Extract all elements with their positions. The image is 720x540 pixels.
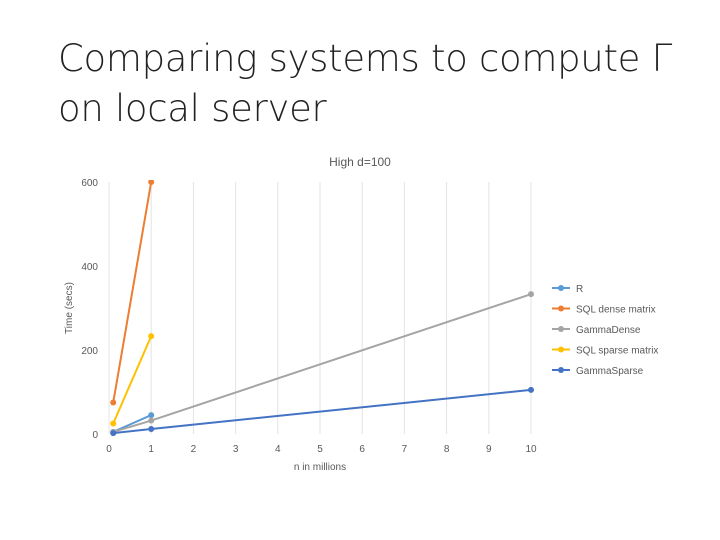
data-point-sql-sparse-matrix	[148, 333, 155, 340]
legend-marker-gammadense	[558, 326, 564, 332]
legend-label-r: R	[576, 284, 583, 295]
x-axis-label: n in millions	[294, 462, 346, 473]
x-tick-label: 5	[317, 444, 323, 455]
y-axis-label: Time (secs)	[64, 282, 75, 334]
slide-title-line-1: Comparing systems to compute Γ	[58, 37, 672, 80]
data-point-gammadense	[148, 417, 155, 424]
data-point-sql-sparse-matrix	[110, 420, 117, 427]
legend-marker-gammasparse	[558, 367, 564, 373]
legend-marker-r	[558, 285, 564, 291]
x-tick-label: 8	[444, 444, 450, 455]
data-point-gammasparse	[528, 386, 534, 393]
legend-label-gammasparse: GammaSparse	[576, 366, 644, 377]
data-point-gammasparse	[148, 425, 155, 432]
data-point-gammadense	[528, 291, 534, 298]
slide-title: Comparing systems to compute Γ on local …	[58, 34, 678, 134]
data-point-gammasparse	[110, 430, 117, 437]
series-line-sql-sparse-matrix	[112, 335, 153, 424]
legend-marker-sql-dense-matrix	[558, 305, 564, 312]
x-tick-label: 10	[525, 444, 537, 455]
series-group	[110, 180, 534, 437]
legend: R SQL dense matrix GammaDense SQL sparse ma…	[552, 284, 658, 377]
series-line-sql-dense-matrix	[112, 181, 153, 403]
axes: 0 1 2 3 4 5 6 7 8 9 10 0 200 400 600	[81, 178, 537, 455]
x-tick-label: 6	[359, 444, 365, 455]
y-tick-label: 600	[81, 178, 98, 189]
x-tick-label: 4	[275, 444, 281, 455]
x-tick-label: 7	[402, 444, 408, 455]
x-tick-label: 9	[486, 444, 492, 455]
legend-label-sql-sparse-matrix: SQL sparse matrix	[576, 346, 658, 357]
x-tick-label: 1	[148, 444, 154, 455]
chart-title: High d=100	[329, 155, 391, 169]
x-tick-label: 0	[106, 444, 112, 455]
y-tick-label: 0	[92, 430, 98, 441]
y-tick-label: 400	[81, 262, 98, 273]
x-tick-label: 2	[191, 444, 197, 455]
data-point-sql-dense-matrix	[148, 180, 155, 185]
legend-marker-sql-sparse-matrix	[558, 346, 564, 353]
legend-label-gammadense: GammaDense	[576, 325, 641, 336]
legend-label-sql-dense-matrix: SQL dense matrix	[576, 305, 656, 316]
data-point-r	[148, 412, 155, 419]
y-tick-label: 200	[81, 346, 98, 357]
slide-title-line-2: on local server	[58, 87, 327, 130]
data-point-sql-dense-matrix	[110, 399, 117, 406]
x-tick-label: 3	[233, 444, 239, 455]
